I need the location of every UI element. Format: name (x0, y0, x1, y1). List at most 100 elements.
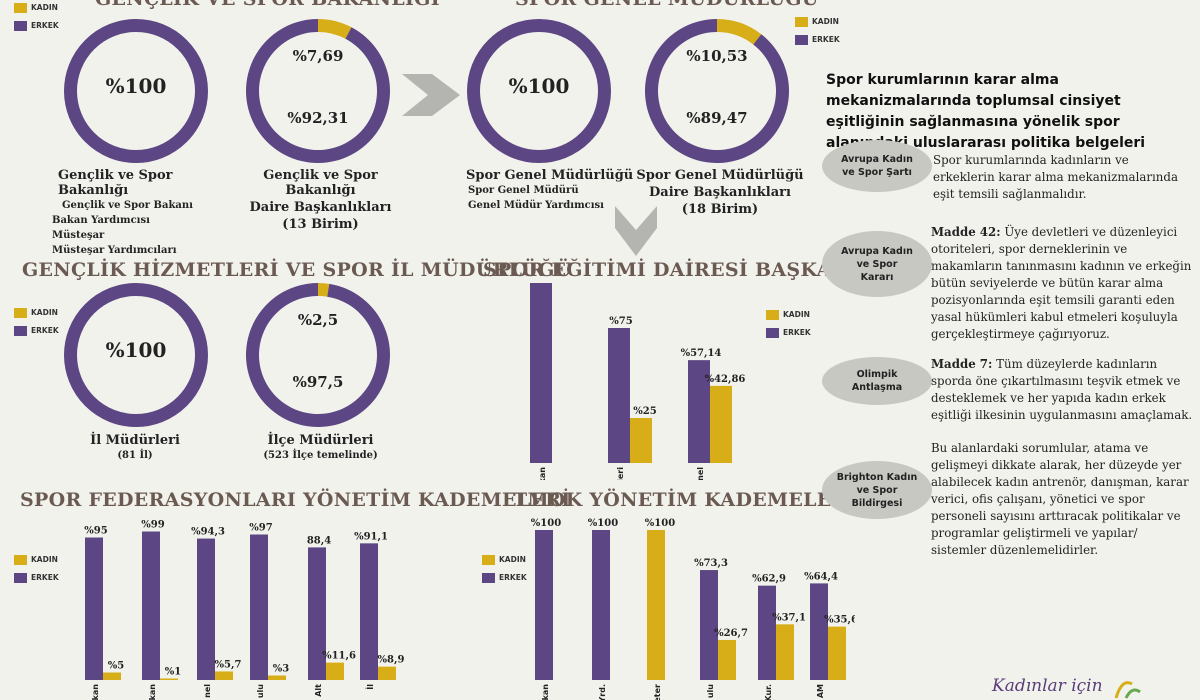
bar-kadin-label: %35,6 (824, 615, 855, 626)
bar-kadin (828, 626, 846, 680)
badge-brighton: Brighton Kadın ve Spor Bildirgesi (822, 461, 932, 519)
bar-erkek (535, 530, 553, 680)
legend-sfyk: KADIN ERKEK (14, 554, 59, 590)
category-label: on/ Kur. (764, 684, 773, 700)
bar-erkek-label: %99 (141, 520, 164, 531)
bar-erkek (530, 283, 552, 463)
donut-erkek-label: %97,5 (293, 373, 344, 391)
category-label: Alt (314, 684, 323, 697)
caption-sgm1-item: Spor Genel Müdürü (468, 185, 579, 196)
bar-kadin-label: %37,1 (772, 612, 806, 623)
badge-avrupa-sarti: Avrupa Kadın ve Spor Şartı (822, 140, 932, 192)
badge-avrupa-karari: Avrupa Kadın ve Spor Kararı (822, 231, 932, 297)
title-sfyk: SPOR FEDERASYONLARI YÖNETİM KADEMELERİ (20, 489, 571, 511)
category-label: tim ulu (706, 684, 715, 700)
title-seda: SPOR EĞİTİMİ DAİRESİ BAŞKANLIĞI (483, 259, 898, 281)
bar-kadin (103, 672, 121, 680)
caption-gsb1-item: Müsteşar (52, 230, 105, 241)
bar-erkek (758, 585, 776, 680)
category-label: Başkan (538, 467, 547, 480)
bar-erkek-label: %75 (609, 316, 632, 327)
legend-sgm: KADIN ERKEK (795, 16, 840, 52)
bar-kadin-label: %8,9 (378, 655, 405, 666)
title-tmok: TMOK YÖNETİM KADEMELERİ (513, 489, 857, 511)
badge-label: Avrupa Kadın ve Spor Şartı (841, 154, 913, 178)
chart-sfyk: %95 %5 kan %99 %1 rd/ il/ kan %94,3 %5,7 nel %97%… (84, 520, 405, 700)
legend-kadin-label: KADIN (31, 555, 58, 564)
bar-erkek-label: %64,4 (804, 571, 838, 582)
caption-sgm2-main2: Daire Başkanlıkları (649, 185, 791, 200)
bar-kadin (647, 530, 665, 680)
legend-erkek-swatch (14, 20, 27, 31)
donut-ilce: %2,5 %97,5 (246, 283, 390, 427)
category-label: Şube Müdürleri (616, 467, 625, 480)
bar-erkek-label: %57,14 (681, 348, 722, 359)
caption-sgm2: Spor Genel Müdürlüğü Daire Başkanlıkları… (630, 168, 810, 217)
legend-erkek-label: ERKEK (31, 573, 59, 582)
caption-sgm1: Spor Genel Müdürlüğü Spor Genel Müdürü G… (466, 168, 636, 213)
badge-label: Avrupa Kadın ve Spor Kararı (841, 245, 913, 283)
panel-text: Üye devletleri ve düzenleyici otoriteler… (931, 225, 1192, 341)
legend-kadin-label: KADIN (31, 3, 58, 12)
badge-olimpik: Olimpik Antlaşma (822, 357, 932, 405)
bar-kadin (630, 418, 652, 463)
bar-kadin-label: %5 (108, 661, 125, 672)
donut-erkek-slice (64, 283, 208, 427)
bar-kadin (378, 666, 396, 680)
donut-kadin-slice (318, 283, 330, 297)
bar-erkek (608, 328, 630, 463)
legend-kadin-label: KADIN (812, 17, 839, 26)
donut-gsb1: %100 (64, 19, 208, 163)
legend-tmok: KADIN ERKEK (482, 554, 527, 590)
bar-erkek-label: %100 (588, 518, 618, 529)
panel-text-olimpik: Madde 7: Tüm düzeylerde kadınların spord… (931, 356, 1193, 424)
bar-erkek-label: %73,3 (694, 558, 728, 569)
bar-kadin-label: %100 (645, 518, 675, 529)
panel-text-avrupa-sarti: Spor kurumlarında kadınların ve erkekler… (933, 152, 1188, 203)
category-label: eter (653, 684, 662, 700)
donut-erkek-label: %92,31 (287, 109, 348, 127)
bar-kadin (160, 678, 178, 680)
donut-erkek-slice (467, 19, 611, 163)
donut-erkek-label: %100 (106, 338, 167, 362)
bar-erkek (250, 534, 268, 680)
caption-gsb2-main2: Daire Başkanlıkları (249, 200, 392, 215)
title-gsb: GENÇLİK VE SPOR BAKANLIĞI (95, 0, 440, 10)
caption-sgm1-item: Genel Müdür Yardımcısı (468, 200, 604, 211)
caption-il: İl Müdürleri (81 İl) (55, 433, 215, 461)
donut-erkek-label: %100 (106, 74, 167, 98)
bar-kadin-label: %11,6 (322, 651, 356, 662)
legend-seda: KADIN ERKEK (766, 309, 811, 345)
caption-gsb1-item: Bakan Yardımcısı (52, 215, 150, 226)
donut-kadin-label: %2,5 (298, 311, 338, 329)
category-label: İl (365, 684, 375, 690)
caption-ilce: İlçe Müdürleri (523 İlçe temelinde) (238, 433, 403, 461)
arrow-right-icon (402, 74, 460, 116)
panel-text: Tüm düzeylerde kadınların sporda öne çık… (931, 357, 1193, 422)
panel-text-bold: Madde 7: (931, 357, 993, 371)
bar-erkek-label: %91,1 (354, 531, 388, 542)
title-sgm: SPOR GENEL MÜDÜRLÜĞÜ (515, 0, 819, 10)
title-ghsim: GENÇLİK HİZMETLERİ VE SPOR İL MÜDÜRLÜĞÜ (22, 259, 572, 281)
legend-erkek-label: ERKEK (812, 35, 840, 44)
brand-logo-text: Kadınlar için (992, 676, 1103, 696)
category-label: tim ulu (256, 684, 265, 700)
legend-erkek-label: ERKEK (783, 328, 811, 337)
donut-kadin-label: %10,53 (686, 47, 747, 65)
brand-mark-icon (1114, 681, 1141, 699)
badge-label: Olimpik Antlaşma (851, 369, 903, 393)
donut-erkek-label: %100 (509, 74, 570, 98)
bar-erkek (810, 583, 828, 680)
bar-kadin-label: %5,7 (215, 659, 242, 670)
bar-kadin-label: %25 (633, 406, 656, 417)
bar-kadin (710, 385, 732, 463)
bar-erkek (308, 547, 326, 680)
bar-kadin (718, 639, 736, 680)
bar-erkek-label: %62,9 (752, 574, 786, 585)
bar-erkek (688, 360, 710, 463)
panel-text-brighton: Bu alanlardaki sorumlular, atama ve geli… (931, 440, 1193, 559)
bar-kadin (326, 662, 344, 680)
chart-seda: %100 Başkan %75 %25 Şube Müdürleri %57,14 %42,… (528, 280, 746, 480)
bar-erkek-label: 88,4 (307, 535, 331, 546)
bar-kadin-label: %3 (273, 664, 290, 675)
